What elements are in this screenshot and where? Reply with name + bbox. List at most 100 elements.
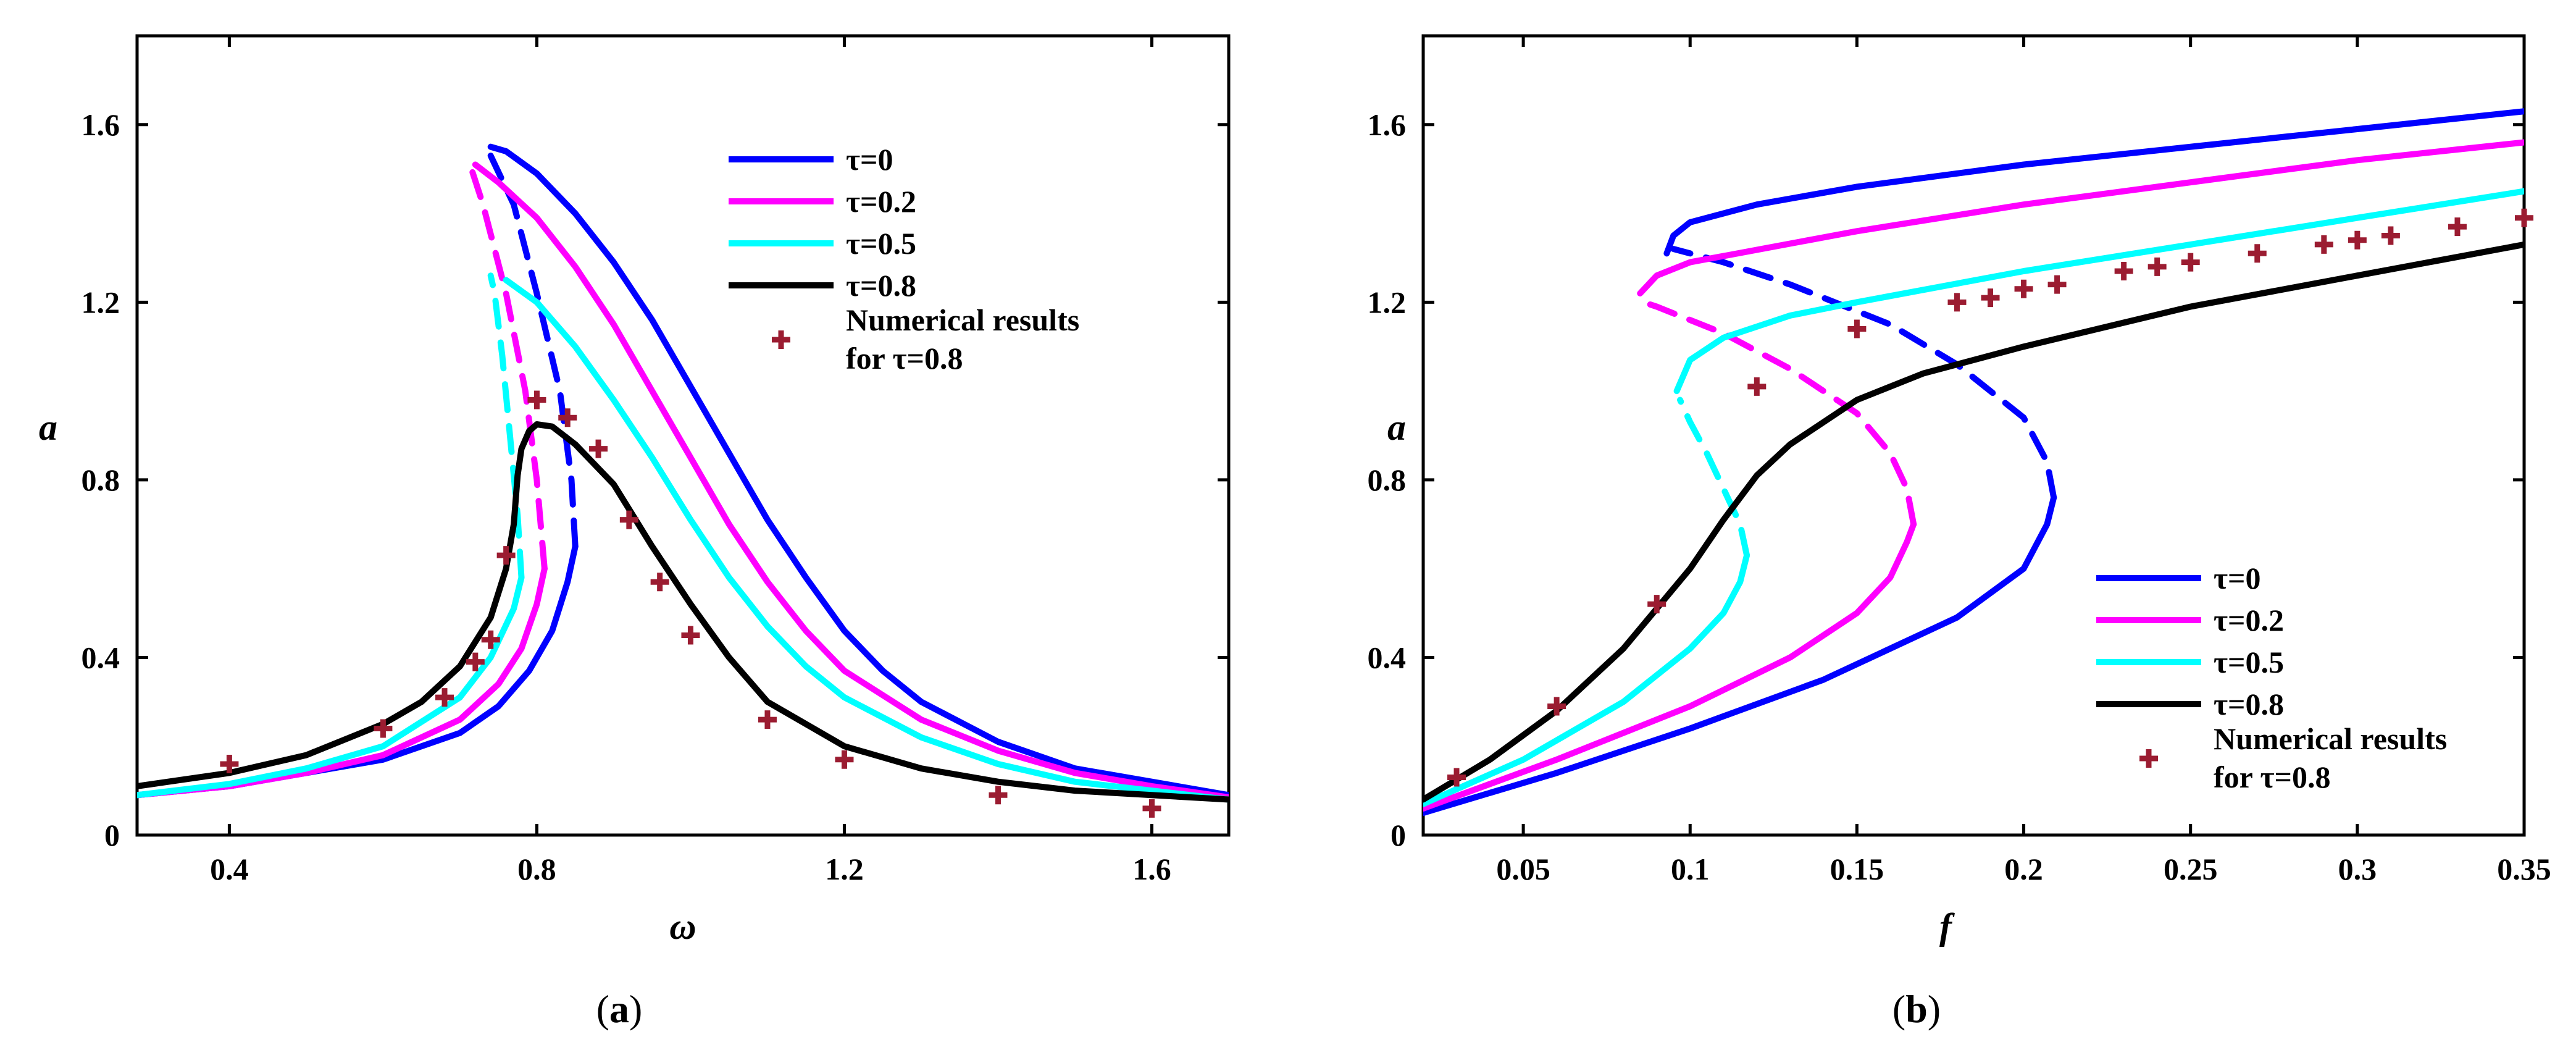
caption-b: (b) bbox=[1892, 987, 1941, 1031]
numerical-point bbox=[835, 750, 854, 769]
numerical-point bbox=[2147, 257, 2167, 276]
numerical-point bbox=[1547, 697, 1566, 716]
x-tick-label: 0.8 bbox=[517, 852, 556, 886]
numerical-point bbox=[1847, 319, 1867, 338]
numerical-point bbox=[220, 754, 239, 773]
x-axis-label-b: f bbox=[1939, 906, 1955, 947]
x-tick-label: 0.4 bbox=[210, 852, 249, 886]
numerical-point bbox=[1142, 799, 1161, 818]
y-tick-label: 0.4 bbox=[1368, 640, 1407, 674]
numerical-point bbox=[619, 510, 638, 529]
series-line---0-stable-high bbox=[487, 143, 1229, 799]
series-line---0-5-stable-low bbox=[137, 574, 525, 799]
x-tick-label: 0.25 bbox=[2164, 852, 2218, 886]
x-tick-label: 0.1 bbox=[1671, 852, 1710, 886]
series-line---0-5-stable-low bbox=[1423, 552, 1750, 807]
series-group bbox=[137, 143, 1229, 803]
numerical-point bbox=[650, 573, 669, 592]
y-tick-label: 0.8 bbox=[82, 463, 120, 497]
legend-marker-label: Numerical results bbox=[846, 303, 1079, 337]
legend-marker bbox=[772, 330, 790, 349]
numerical-point bbox=[681, 626, 700, 645]
numerical-point bbox=[589, 439, 608, 458]
x-tick-label: 1.2 bbox=[825, 852, 864, 886]
y-axis-label-a: a bbox=[39, 407, 57, 448]
caption-a: (a) bbox=[596, 987, 643, 1031]
numerical-point bbox=[2181, 253, 2200, 272]
x-tick-label: 1.6 bbox=[1132, 852, 1171, 886]
x-tick-label: 0.2 bbox=[2004, 852, 2043, 886]
y-tick-label: 1.2 bbox=[1368, 285, 1407, 319]
y-axis-label-b: a bbox=[1387, 407, 1406, 448]
legend-marker-label: Numerical results bbox=[2214, 721, 2447, 756]
numerical-point bbox=[2381, 226, 2400, 245]
y-tick-label: 0.4 bbox=[82, 640, 120, 674]
axes-frame bbox=[135, 34, 1231, 837]
legend-label: τ=0.2 bbox=[2214, 603, 2284, 637]
series-line---0-2-unstable bbox=[468, 166, 548, 572]
series-line---0-2-stable-high bbox=[1637, 139, 2524, 296]
series-line---0-5-stable-high bbox=[503, 277, 1229, 803]
x-tick-label: 0.3 bbox=[2338, 852, 2377, 886]
numerical-point bbox=[435, 688, 454, 707]
numerical-point bbox=[989, 786, 1008, 805]
numerical-point bbox=[2448, 217, 2467, 237]
legend-label: τ=0 bbox=[846, 142, 893, 177]
numerical-point bbox=[2314, 235, 2333, 254]
legend-label: τ=0.2 bbox=[846, 184, 916, 219]
plot-area-a: 0.4 0.8 1.2 1.6 0 0.4 0.8 1.2 1.6 bbox=[82, 34, 1231, 886]
numerical-point bbox=[2114, 262, 2133, 281]
chart-panel-b: 0.05 0.1 0.15 0.2 0.25 0.3 0.35 0 0.4 0.8 1.2 1.6 τ… bbox=[1368, 34, 2551, 1031]
chart-panel-a: 0.4 0.8 1.2 1.600.40.81.21.6 τ=0τ=0.2τ=0.5τ… bbox=[39, 34, 1231, 1031]
numerical-point bbox=[758, 710, 777, 729]
numerical-point bbox=[2515, 208, 2533, 227]
series-line---0-stable-low bbox=[1423, 494, 2057, 817]
numerical-point bbox=[1447, 768, 1466, 787]
x-axis-label-a: ω bbox=[669, 906, 696, 947]
series-line---0-unstable bbox=[1670, 246, 2057, 501]
numerical-point bbox=[1947, 293, 1967, 312]
legend-marker bbox=[2139, 749, 2158, 768]
y-tick-label: 0 bbox=[104, 818, 120, 852]
plot-area-b: 0.05 0.1 0.15 0.2 0.25 0.3 0.35 0 0.4 0.8 1.2 1.6 bbox=[1368, 34, 2551, 886]
series-line---0-2-unstable bbox=[1640, 299, 1917, 527]
numerical-point bbox=[481, 630, 500, 649]
series-line---0-5-unstable bbox=[487, 272, 525, 581]
numerical-point bbox=[1647, 595, 1666, 614]
numerical-point bbox=[374, 719, 393, 738]
numerical-point bbox=[1981, 288, 2000, 308]
series-line---0-8-stable-low bbox=[1423, 241, 2524, 803]
series-line---0-5-unstable bbox=[1677, 397, 1750, 559]
caption-b-letter: b bbox=[1905, 987, 1928, 1031]
series-line---0-stable-high bbox=[1663, 108, 2524, 257]
y-tick-label: 0.8 bbox=[1368, 463, 1407, 497]
numerical-point bbox=[496, 546, 516, 565]
x-tick-label: 0.05 bbox=[1496, 852, 1550, 886]
numerical-point bbox=[2014, 279, 2033, 298]
legend-label: τ=0.5 bbox=[846, 226, 916, 261]
series-line---0-2-stable-high bbox=[472, 161, 1229, 800]
axes-frame bbox=[1421, 34, 2526, 837]
numerical-point bbox=[527, 390, 546, 410]
legend-label: τ=0 bbox=[2214, 561, 2261, 595]
legend-label: τ=0.8 bbox=[846, 268, 916, 303]
x-tick-label: 0.15 bbox=[1830, 852, 1884, 886]
legend-label: τ=0.5 bbox=[2214, 645, 2284, 679]
series-group bbox=[1423, 108, 2524, 817]
y-tick-label: 1.2 bbox=[82, 285, 120, 319]
numerical-point bbox=[2348, 230, 2367, 250]
numerical-point bbox=[1747, 377, 1767, 396]
series-line---0-5-stable-high bbox=[1673, 188, 2524, 395]
legend-marker-label: for τ=0.8 bbox=[2214, 760, 2330, 794]
y-tick-label: 1.6 bbox=[82, 107, 120, 142]
legend-marker-label: for τ=0.8 bbox=[846, 341, 963, 376]
caption-a-letter: a bbox=[609, 987, 629, 1031]
y-tick-label: 1.6 bbox=[1368, 107, 1407, 142]
series-line---0-2-stable-low bbox=[1423, 521, 1917, 812]
numerical-point bbox=[2047, 275, 2067, 294]
y-tick-label: 0 bbox=[1390, 818, 1406, 852]
numerical-point bbox=[558, 408, 577, 427]
